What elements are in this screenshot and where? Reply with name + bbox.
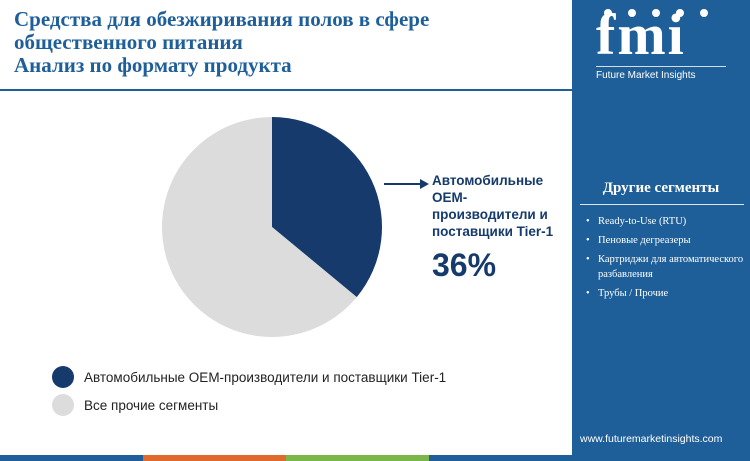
bar-segment-4 [429,455,572,461]
callout-arrow-head [420,179,429,189]
legend-item-other: Все прочие сегменты [52,394,446,416]
title-line-1: Средства для обезжиривания полов в сфере [14,7,430,31]
segments-divider [580,204,744,205]
legend-swatch-oem [52,366,74,388]
title-line-3: Анализ по формату продукта [14,53,292,77]
callout-line-4: поставщики Tier-1 [432,224,554,239]
bar-segment-2 [143,455,286,461]
segment-item: Ready-to-Use (RTU) [586,214,746,229]
callout-line-3: производители и [432,207,548,222]
segment-item: Трубы / Прочие [586,286,746,301]
legend-item-oem: Автомобильные OEM-производители и постав… [52,366,446,388]
fmi-logo: fmi [596,2,686,67]
bar-segment-3 [286,455,429,461]
bar-segment-1 [0,455,143,461]
logo-divider [596,66,726,67]
bottom-color-bar [0,455,572,461]
callout-label: Автомобильные OEM- производители и поста… [432,172,572,240]
logo-icons [604,9,708,17]
segments-list: Ready-to-Use (RTU) Пеновые дегреазеры Ка… [586,214,746,305]
pie-chart [162,117,429,337]
callout-line-1: Автомобильные [432,173,544,188]
sidebar: fmi Future Market Insights Другие сегмен… [572,0,750,461]
logo-subtitle: Future Market Insights [596,70,696,81]
title-line-2: общественного питания [14,30,243,54]
pie-slice-other [162,117,357,337]
website-url: www.futuremarketinsights.com [580,433,723,445]
title-divider [0,89,572,91]
segment-item: Пеновые дегреазеры [586,233,746,248]
legend-swatch-other [52,394,74,416]
segment-item: Картриджи для автоматического разбавлени… [586,252,746,282]
pie-slice-oem [272,117,382,298]
legend-label-oem: Автомобильные OEM-производители и постав… [84,369,447,385]
segments-title: Другие сегменты [602,180,720,196]
callout-value: 36% [432,247,497,283]
callout-line-2: OEM- [432,190,468,205]
legend-label-other: Все прочие сегменты [84,397,219,413]
chart-title: Средства для обезжиривания полов в сфере… [14,8,554,77]
legend: Автомобильные OEM-производители и постав… [52,366,446,422]
